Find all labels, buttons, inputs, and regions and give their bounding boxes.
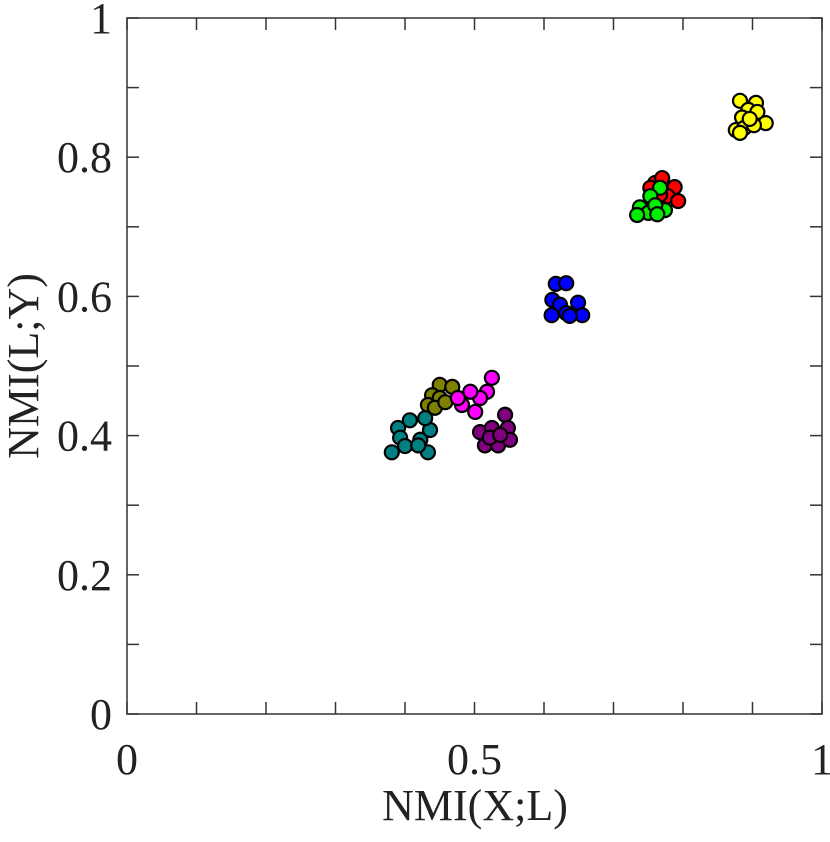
point bbox=[731, 124, 749, 141]
x-tick-label: 1 bbox=[811, 735, 830, 784]
plot-frame bbox=[126, 17, 823, 715]
point bbox=[396, 437, 414, 455]
point bbox=[558, 275, 575, 292]
y-tick-label: 0.2 bbox=[57, 551, 112, 600]
point bbox=[467, 403, 484, 421]
point bbox=[383, 444, 400, 461]
point bbox=[496, 406, 514, 423]
y-axis-label: NMI(L;Y) bbox=[0, 273, 48, 459]
point bbox=[449, 389, 466, 407]
point bbox=[649, 206, 666, 223]
y-tick-label: 0.8 bbox=[57, 133, 112, 182]
point bbox=[670, 192, 687, 210]
point bbox=[543, 307, 560, 324]
x-tick-label: 0.5 bbox=[447, 735, 502, 784]
point bbox=[741, 110, 758, 128]
y-tick-label: 0 bbox=[90, 690, 112, 739]
x-tick-label: 0 bbox=[116, 735, 138, 784]
point bbox=[561, 307, 578, 324]
point bbox=[401, 412, 418, 429]
point bbox=[483, 369, 500, 386]
y-tick-label: 0.4 bbox=[57, 412, 112, 461]
point bbox=[417, 410, 434, 427]
point bbox=[492, 426, 509, 444]
point bbox=[462, 383, 479, 400]
point bbox=[629, 206, 646, 224]
x-axis-label: NMI(X;L) bbox=[382, 781, 568, 830]
point bbox=[410, 437, 427, 454]
y-tick-label: 0.6 bbox=[57, 272, 112, 321]
y-tick-label: 1 bbox=[90, 0, 112, 43]
